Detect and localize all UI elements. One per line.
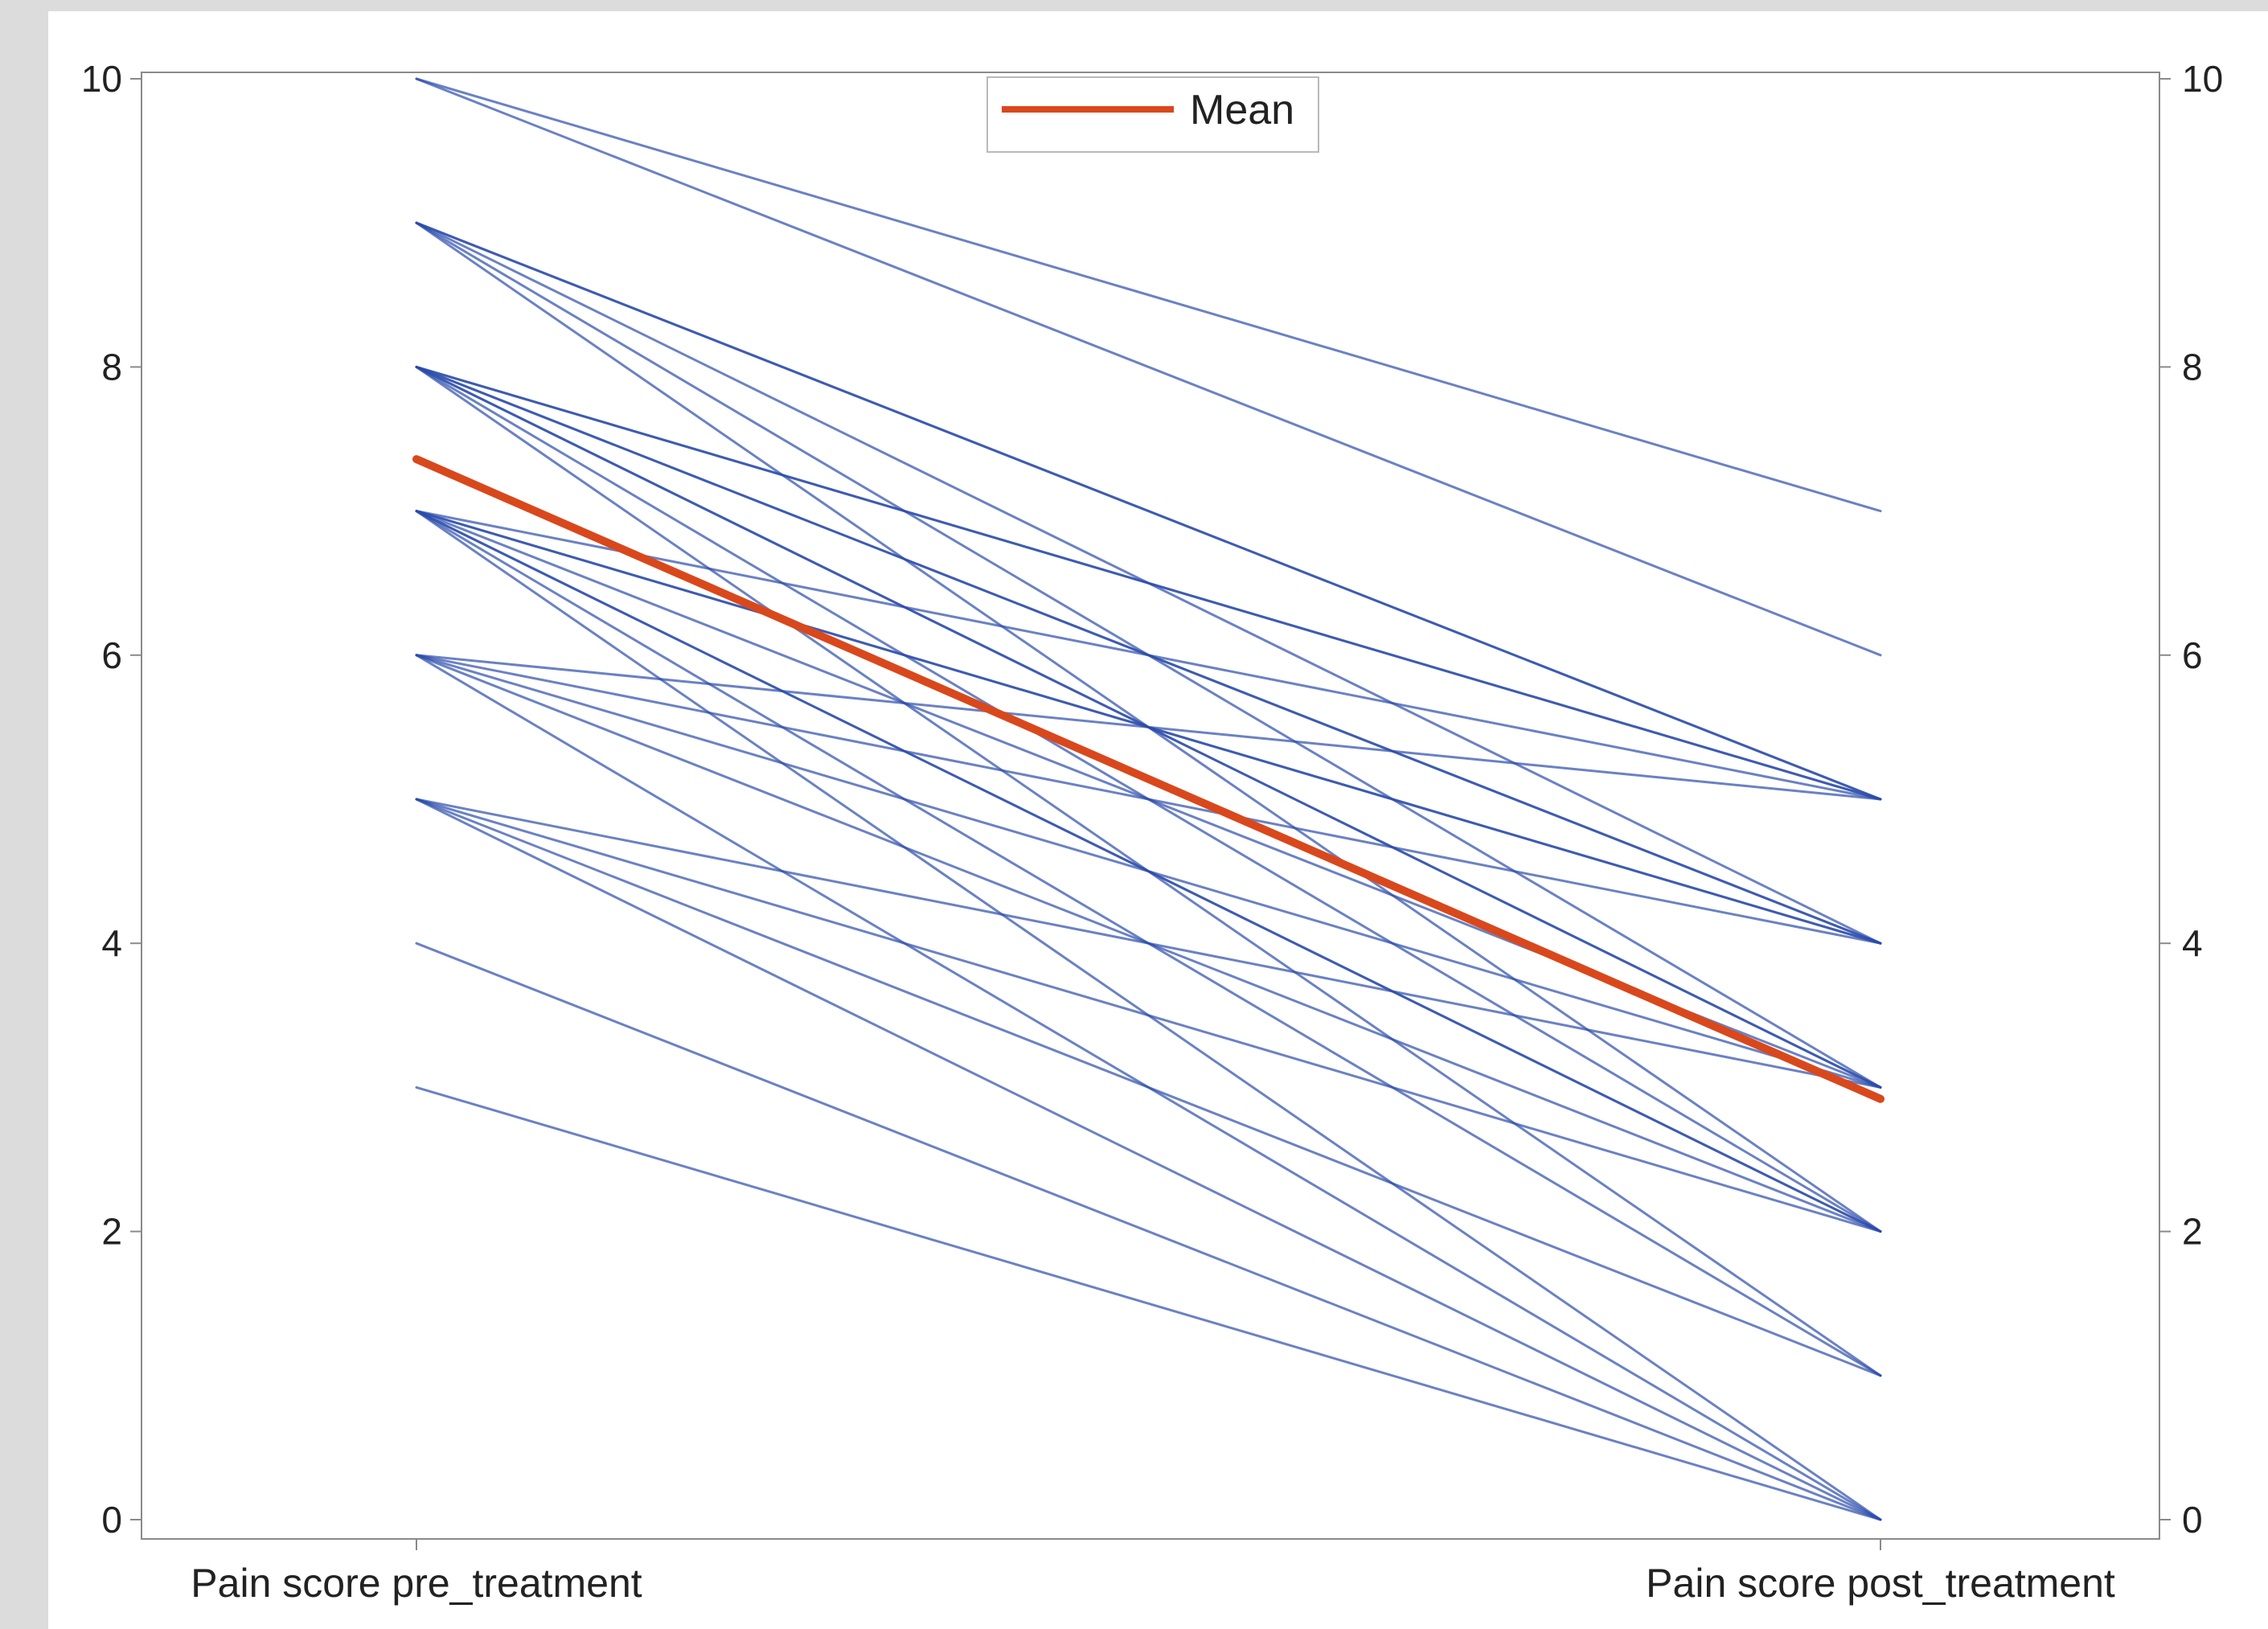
y-tick-label-left-6: 6: [101, 634, 122, 676]
mean-line-group: [416, 459, 1880, 1099]
y-tick-label-left-0: 0: [101, 1499, 122, 1541]
y-tick-label-right-4: 4: [2182, 922, 2203, 964]
subject-line-34: [416, 1087, 1880, 1520]
legend: Mean: [987, 77, 1319, 152]
y-tick-label-right-6: 6: [2182, 634, 2203, 676]
y-tick-label-left-8: 8: [101, 346, 122, 388]
slope-chart: 0 0 2 2 4 4 6 6 8 8 10 10 Pain score pre_treatment Pa…: [48, 11, 2268, 1629]
subject-line-28: [416, 655, 1880, 1088]
y-tick-label-right-0: 0: [2182, 1499, 2203, 1541]
subject-line-15: [416, 367, 1880, 799]
chart-frame: 0 0 2 2 4 4 6 6 8 8 10 10 Pain score pre_treatment Pa…: [48, 11, 2268, 1629]
x-category-label-2: Pain score post_treatment: [1646, 1561, 2115, 1606]
subject-line-4: [416, 223, 1880, 799]
y-tick-label-right-10: 10: [2182, 58, 2223, 100]
y-tick-label-right-2: 2: [2182, 1211, 2203, 1253]
individual-lines: [416, 79, 1880, 1520]
x-category-label-1: Pain score pre_treatment: [191, 1561, 642, 1606]
subject-line-29: [416, 799, 1880, 1232]
subject-line-30: [416, 799, 1880, 1376]
subject-line-2: [416, 79, 1880, 655]
subject-line-33: [416, 943, 1880, 1520]
legend-mean-label: Mean: [1190, 87, 1294, 133]
subject-line-25: [416, 655, 1880, 943]
axes: 0 0 2 2 4 4 6 6 8 8 10 10 Pain score pre_treatment Pa…: [81, 58, 2223, 1606]
subject-line-31: [416, 799, 1880, 1520]
y-tick-label-left-4: 4: [101, 922, 122, 964]
y-tick-label-left-10: 10: [81, 58, 122, 100]
mean-line: [416, 459, 1880, 1099]
y-tick-label-right-8: 8: [2182, 346, 2203, 388]
subject-line-32: [416, 799, 1880, 1087]
y-tick-label-left-2: 2: [101, 1211, 122, 1253]
